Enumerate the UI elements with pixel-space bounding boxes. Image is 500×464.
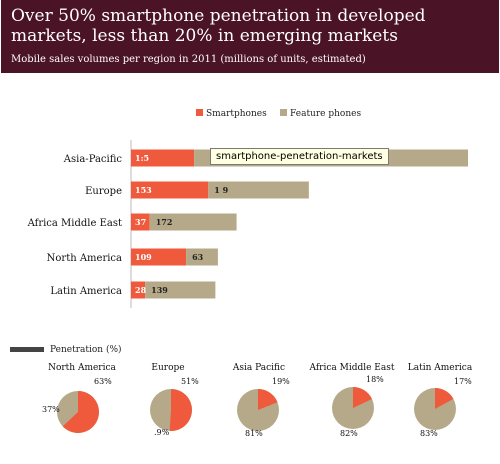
data-label-smartphones: 28 [135, 285, 147, 295]
pie-slice-smartphones [258, 389, 278, 410]
pie-slice-smartphones [62, 391, 99, 433]
penetration-legend-label: Penetration (%) [50, 344, 122, 355]
pie-title: Europe [151, 363, 184, 373]
penetration-pies: North America 63% 37% Europe 51% .9% Asia Paci… [42, 363, 473, 438]
bar-feature-phones [145, 281, 216, 299]
bar-feature-phones [208, 181, 309, 199]
header-banner: Over 50% smartphone penetration in devel… [1, 0, 499, 73]
chart-title: Over 50% smartphone penetration in devel… [11, 6, 426, 46]
category-label: Asia-Pacific [63, 154, 123, 165]
pie-slice-smartphones [169, 389, 192, 431]
pie-slice-smartphones [435, 388, 454, 409]
pie-label-smartphones: 18% [366, 375, 384, 384]
data-label-feature-phones: 139 [151, 285, 168, 295]
bar-smartphones [131, 181, 209, 199]
category-label: North America [47, 253, 122, 264]
pie-title: Asia Pacific [232, 363, 285, 373]
legend-label-feature-phones: Feature phones [290, 109, 361, 119]
pie-label-feature-phones: 82% [340, 429, 358, 438]
pie-slice-smartphones [353, 387, 373, 408]
pie-title: Latin America [408, 363, 473, 373]
data-label-feature-phones: 1 9 [214, 185, 228, 195]
pie-label-feature-phones: 83% [420, 429, 438, 438]
category-label: Europe [85, 186, 122, 197]
pie-label-feature-phones: .9% [154, 428, 170, 437]
category-label: Latin America [50, 286, 122, 297]
pie-label-smartphones: 17% [454, 377, 472, 386]
pie-title: North America [48, 363, 116, 373]
penetration-legend-swatch [10, 347, 44, 352]
pie-label-feature-phones: 81% [245, 429, 263, 438]
bar-smartphones [131, 213, 150, 231]
legend-swatch-smartphones [196, 109, 203, 116]
bar-smartphones [131, 248, 187, 266]
pie-label-smartphones: 51% [181, 377, 199, 386]
category-label: Africa Middle East [27, 218, 122, 229]
penetration-legend: Penetration (%) [10, 344, 122, 355]
bar-feature-phones [186, 248, 218, 266]
stacked-bars: Asia-Pacific 1:5 Europe 153 1 9 Africa Middle… [27, 140, 468, 308]
pie-label-feature-phones: 37% [42, 405, 60, 414]
data-label-smartphones: 153 [135, 185, 152, 195]
legend-swatch-feature-phones [280, 109, 287, 116]
data-label-feature-phones: 172 [156, 217, 173, 227]
pie-label-smartphones: 63% [94, 377, 112, 386]
chart-area: Smartphones Feature phones Asia-Pacific 1:… [10, 109, 473, 438]
data-label-smartphones: 1:5 [135, 153, 149, 163]
chart-subtitle: Mobile sales volumes per region in 2011 … [11, 54, 366, 65]
pie-label-smartphones: 19% [272, 377, 290, 386]
legend-label-smartphones: Smartphones [206, 109, 267, 119]
bar-smartphones [131, 281, 146, 299]
bar-legend: Smartphones Feature phones [196, 109, 361, 119]
data-label-smartphones: 109 [135, 252, 152, 262]
tooltip: smartphone-penetration-markets [210, 148, 389, 165]
data-label-smartphones: 37 [135, 217, 146, 227]
pie-title: Africa Middle East [309, 363, 395, 373]
bar-smartphones [131, 149, 195, 167]
data-label-feature-phones: 63 [192, 252, 204, 262]
bar-feature-phones [149, 213, 237, 231]
